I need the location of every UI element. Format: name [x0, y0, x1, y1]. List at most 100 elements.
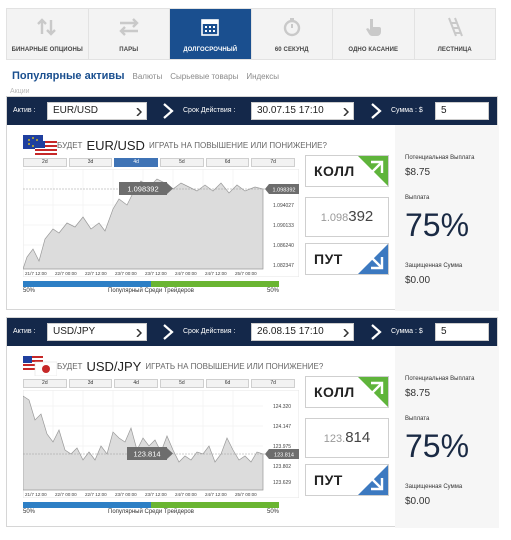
y-tick-label: 124.320	[273, 404, 291, 410]
question-line: БУДЕТ USD/JPY ИГРАТЬ НА ПОВЫШЕНИЕ ИЛИ ПО…	[23, 356, 323, 376]
timeframe-tab[interactable]: 3d	[68, 379, 113, 388]
question-prefix: БУДЕТ	[57, 361, 83, 371]
tab-label: БИНАРНЫЕ ОПЦИОНЫ	[11, 47, 83, 53]
timeframe-tab[interactable]: 6d	[205, 379, 250, 388]
tab-pairs[interactable]: ПАРЫ	[89, 9, 170, 59]
price-emphasis: 392	[348, 208, 374, 225]
tab-label: ДОЛГОСРОЧНЫЙ	[183, 47, 238, 53]
put-button[interactable]: ПУТ	[305, 464, 389, 496]
x-tick-label: 23/7 12:00	[145, 271, 167, 276]
arrow-up-icon	[358, 156, 388, 186]
x-tick-label: 24/7 12:00	[205, 492, 227, 497]
payout-label: Выплата	[405, 195, 430, 201]
sum-label: Сумма : $	[391, 107, 423, 114]
call-button-label: КОЛЛ	[314, 384, 355, 400]
protected-sum-value: $0.00	[405, 275, 431, 286]
x-tick-label: 21/7 12:00	[25, 492, 47, 497]
tab-binary-options[interactable]: БИНАРНЫЕ ОПЦИОНЫ	[7, 9, 89, 59]
tab-ladder[interactable]: ЛЕСТНИЦА	[415, 9, 496, 59]
swap-arrows-icon	[117, 15, 141, 39]
popularity-up-fill	[23, 502, 151, 508]
timeframe-tab[interactable]: 7d	[251, 158, 296, 167]
question-pair: USD/JPY	[86, 358, 142, 374]
y-tick-label: 124.147	[273, 424, 291, 430]
popularity-left-percent: 50%	[23, 288, 36, 294]
arrows-updown-icon	[35, 15, 59, 39]
payout-sidebar	[395, 346, 499, 528]
popularity-caption: Популярный Среди Трейдеров	[108, 509, 194, 515]
timeframe-tab[interactable]: 4d	[114, 379, 159, 388]
popularity-bar	[23, 502, 279, 508]
x-tick-label: 23/7 00:00	[115, 271, 137, 276]
category-tab-stocks[interactable]: Акции	[10, 88, 30, 95]
question-pair: EUR/USD	[86, 137, 145, 153]
chevron-right-icon	[163, 324, 174, 340]
popularity-right-percent: 50%	[266, 509, 279, 515]
x-tick-label: 23/7 00:00	[115, 492, 137, 497]
potential-payout-value: $8.75	[405, 167, 431, 178]
asset-select[interactable]: USD/JPY	[47, 323, 147, 341]
payout-percent: 75%	[405, 207, 470, 243]
asset-panel-eurusd: Актив : EUR/USD Срок Действия : 30.07.15…	[6, 96, 499, 311]
price-emphasis: 814	[345, 429, 371, 446]
timeframe-tab[interactable]: 7d	[251, 379, 296, 388]
timeframe-tab[interactable]: 5d	[160, 379, 204, 388]
chevron-right-icon	[371, 103, 382, 119]
asset-select-value: EUR/USD	[53, 105, 99, 116]
panel-body: БУДЕТ USD/JPY ИГРАТЬ НА ПОВЫШЕНИЕ ИЛИ ПО…	[7, 346, 499, 528]
price-chart: 1.098392 1.098392 1.094027 1.090133 1.08…	[23, 169, 299, 277]
timeframe-tabs: 2d 3d 4d 5d 6d 7d	[23, 379, 297, 388]
tab-60-seconds[interactable]: 60 СЕКУНД	[252, 9, 333, 59]
put-button-label: ПУТ	[314, 251, 343, 267]
category-tab-currencies[interactable]: Валюты	[132, 72, 163, 81]
category-tab-popular[interactable]: Популярные активы	[12, 70, 125, 82]
popularity-caption: Популярный Среди Трейдеров	[108, 288, 194, 294]
expiry-select-value: 26.08.15 17:10	[257, 326, 324, 337]
chevron-right-icon	[343, 108, 349, 116]
x-tick-label: 22/7 12:00	[85, 492, 107, 497]
x-tick-label: 22/7 00:00	[55, 492, 77, 497]
sum-input[interactable]: 5	[435, 102, 489, 120]
asset-panel-usdjpy: Актив : USD/JPY Срок Действия : 26.08.15…	[6, 317, 499, 528]
popularity-right-percent: 50%	[266, 288, 279, 294]
tab-long-term[interactable]: ДОЛГОСРОЧНЫЙ	[170, 9, 252, 59]
expiry-label: Срок Действия :	[183, 328, 236, 335]
timeframe-tab[interactable]: 2d	[23, 158, 67, 167]
asset-label: Актив :	[13, 328, 36, 335]
protected-sum-label: Защищенная Сумма	[405, 263, 463, 269]
asset-select[interactable]: EUR/USD	[47, 102, 147, 120]
x-tick-label: 25/7 00:00	[235, 492, 257, 497]
x-tick-label: 24/7 00:00	[175, 492, 197, 497]
timeframe-tab[interactable]: 5d	[160, 158, 204, 167]
tab-one-touch[interactable]: ОДНО КАСАНИЕ	[333, 9, 415, 59]
call-button[interactable]: КОЛЛ	[305, 376, 389, 408]
potential-payout-label: Потенциальная Выплата	[405, 376, 475, 382]
put-button-label: ПУТ	[314, 472, 343, 488]
category-tab-indices[interactable]: Индексы	[246, 72, 279, 81]
call-button[interactable]: КОЛЛ	[305, 155, 389, 187]
price-prefix: 1.098	[320, 212, 349, 224]
expiry-select[interactable]: 26.08.15 17:10	[251, 323, 354, 341]
expiry-select[interactable]: 30.07.15 17:10	[251, 102, 354, 120]
x-tick-label: 24/7 12:00	[205, 271, 227, 276]
y-tick-label: 1.094027	[273, 203, 294, 209]
x-tick-label: 21/7 12:00	[25, 271, 47, 276]
timeframe-tab[interactable]: 3d	[68, 158, 113, 167]
put-button[interactable]: ПУТ	[305, 243, 389, 275]
category-tab-commodities[interactable]: Сырьевые товары	[170, 72, 239, 81]
chevron-right-icon	[136, 108, 142, 116]
sum-input[interactable]: 5	[435, 323, 489, 341]
calendar-icon	[198, 15, 222, 39]
popularity-up-fill	[23, 281, 151, 287]
timeframe-tab[interactable]: 2d	[23, 379, 67, 388]
y-tick-label: 1.086240	[273, 243, 294, 249]
asset-label: Актив :	[13, 107, 36, 114]
tab-label: ПАРЫ	[119, 47, 139, 53]
timeframe-tabs: 2d 3d 4d 5d 6d 7d	[23, 158, 297, 167]
timeframe-tab[interactable]: 6d	[205, 158, 250, 167]
chart-current-price-label: 1.098392	[273, 188, 296, 194]
chevron-right-icon	[163, 103, 174, 119]
timeframe-tab-selected[interactable]: 4d	[114, 158, 159, 167]
payout-label: Выплата	[405, 416, 430, 422]
top-navigation: БИНАРНЫЕ ОПЦИОНЫ ПАРЫ ДОЛГОСРОЧНЫЙ 60 СЕ…	[6, 8, 496, 60]
